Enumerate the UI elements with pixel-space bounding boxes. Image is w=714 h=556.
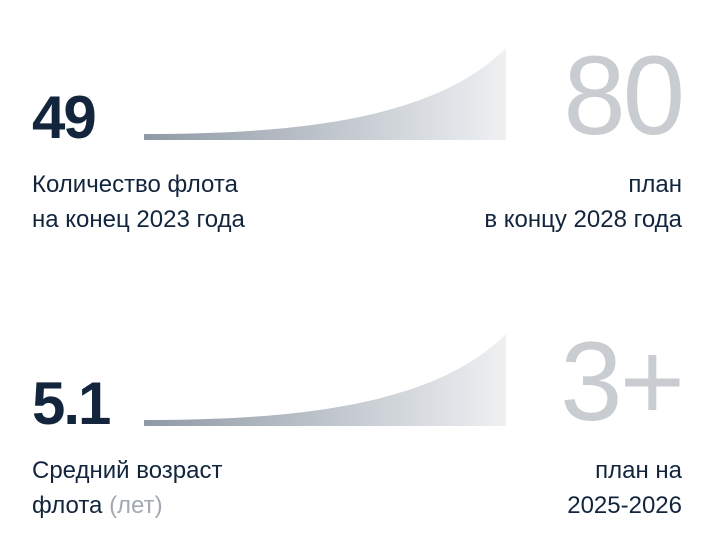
fleet-count-stat: 49 80 Количество флота на конец 2023 год…	[0, 0, 714, 234]
fleet-age-label: Средний возраст флота (лет)	[32, 453, 223, 523]
fleet-age-unit: (лет)	[109, 492, 163, 519]
fleet-age-target-label: план на 2025-2026	[567, 453, 682, 523]
fleet-age-target-label-line: план на	[595, 457, 682, 484]
target-fleet-count: 80	[563, 33, 685, 158]
fleet-target-label-line: в концу 2028 года	[484, 206, 682, 233]
growth-curve-graphic	[144, 48, 506, 140]
fleet-count-label-line: на конец 2023 года	[32, 206, 245, 233]
current-fleet-count: 49	[32, 84, 97, 151]
fleet-target-label: план в концу 2028 года	[484, 167, 682, 237]
fleet-count-label: Количество флота на конец 2023 года	[32, 167, 245, 237]
fleet-target-label-line: план	[628, 171, 682, 198]
fleet-age-target-label-line: 2025-2026	[567, 492, 682, 519]
growth-curve-graphic	[144, 334, 506, 426]
fleet-count-label-line: Количество флота	[32, 171, 238, 198]
current-fleet-age: 5.1	[32, 370, 111, 437]
fleet-age-label-line: флота (лет)	[32, 488, 223, 523]
fleet-age-stat: 5.1 3+ Средний возраст флота (лет) план …	[0, 286, 714, 520]
target-fleet-age: 3+	[560, 319, 685, 444]
fleet-age-label-line: Средний возраст	[32, 457, 223, 484]
fleet-age-label-main: флота	[32, 492, 103, 519]
